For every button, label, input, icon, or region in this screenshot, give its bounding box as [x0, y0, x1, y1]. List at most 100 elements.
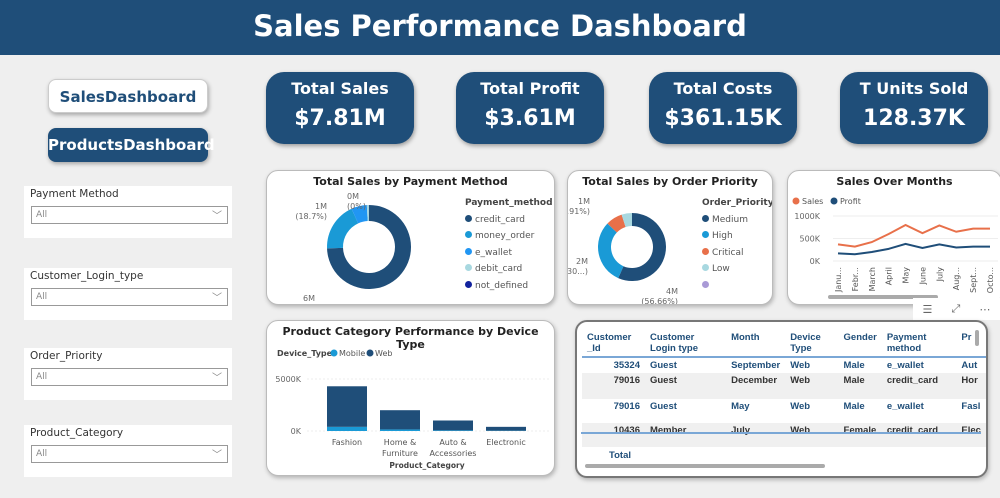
kpi-value: $7.81M: [294, 106, 386, 131]
divider: [581, 432, 981, 434]
product-category-device-chart[interactable]: Product Category Performance by Device T…: [266, 320, 555, 476]
order-priority-dropdown[interactable]: All ﹀: [31, 368, 228, 386]
payment-method-slicer: Payment Method All ﹀: [24, 186, 232, 238]
legend-item[interactable]: Critical: [702, 245, 772, 262]
legend-item[interactable]: [702, 278, 772, 295]
legend-item[interactable]: not_defined: [465, 278, 553, 295]
table-cell: Hor: [956, 373, 986, 399]
bar-chart: Device_Type Mobile Web 0K 5000K Fashion Home &…: [275, 349, 549, 470]
legend-item[interactable]: credit_card: [465, 212, 553, 229]
table-row[interactable]: 10436 Member July Web Female credit_card Elec: [582, 423, 986, 447]
dropdown-value: All: [36, 449, 48, 459]
legend-item[interactable]: Low: [702, 261, 772, 278]
table-row[interactable]: 79016 Guest May Web Male e_wallet Fasl: [582, 399, 986, 423]
donut-slice-debit_card: [366, 205, 369, 222]
x-tick-label: May: [902, 267, 911, 284]
x-tick-label: April: [885, 267, 894, 285]
sales-over-months-chart[interactable]: Sales Over Months Sales Profit 0K 500K 1000K…: [787, 170, 1000, 305]
column-header[interactable]: Pr: [956, 330, 986, 358]
more-options-icon[interactable]: ⋯: [979, 302, 991, 316]
chart-title: Product Category Performance by Device T…: [282, 325, 539, 351]
product-category-dropdown[interactable]: All ﹀: [31, 445, 228, 463]
legend-marker: [465, 264, 472, 271]
legend-title: Payment_method: [465, 198, 553, 208]
table-row[interactable]: 35324 Guest September Web Male e_wallet Aut: [582, 357, 986, 373]
customer-login-type-dropdown[interactable]: All ﹀: [31, 288, 228, 306]
legend-label: money_order: [475, 231, 535, 241]
product-category-slicer: Product_Category All ﹀: [24, 425, 232, 477]
legend-item[interactable]: Medium: [702, 212, 772, 229]
x-tick-label: Home &: [384, 438, 416, 447]
column-header[interactable]: Device Type: [785, 330, 839, 358]
legend-item[interactable]: e_wallet: [465, 245, 553, 262]
data-label: 1M: [315, 202, 327, 211]
kpi-units-sold: T Units Sold 128.37K: [840, 72, 988, 144]
slicer-label: Payment Method: [30, 188, 119, 200]
column-header[interactable]: Customer Login type: [644, 330, 727, 358]
kpi-total-sales: Total Sales $7.81M: [266, 72, 414, 144]
table-cell: Web: [790, 360, 811, 371]
column-header[interactable]: Gender: [838, 330, 882, 358]
products-dashboard-button[interactable]: ProductsDashboard: [48, 128, 215, 162]
kpi-title: Total Costs: [673, 79, 773, 98]
legend-marker: [330, 349, 338, 357]
legend-title: Order_Priority: [702, 198, 773, 208]
column-header[interactable]: Payment method: [881, 330, 957, 358]
kpi-title: T Units Sold: [859, 79, 969, 98]
kpi-title: Total Sales: [291, 79, 389, 98]
legend-label: debit_card: [475, 264, 523, 274]
chart-title: Total Sales by Payment Method: [313, 175, 508, 188]
y-tick-label: 1000K: [794, 212, 820, 221]
table-row[interactable]: 79016 Guest December Web Male credit_card Hor: [582, 373, 986, 399]
donut-slice-money_order: [327, 208, 359, 249]
table-cell: Guest: [649, 401, 677, 412]
horizontal-scrollbar[interactable]: [585, 464, 825, 468]
focus-mode-icon[interactable]: ⤢: [951, 302, 961, 315]
chevron-down-icon: ﹀: [212, 211, 222, 222]
legend-label: e_wallet: [475, 247, 512, 258]
table-cell: December: [726, 373, 786, 399]
customer-login-type-slicer: Customer_Login_type All ﹀: [24, 268, 232, 320]
legend-marker: [702, 214, 709, 222]
legend: Payment_method credit_card money_order e_w…: [465, 195, 553, 294]
table-cell: Female: [838, 423, 882, 447]
payment-method-dropdown[interactable]: All ﹀: [31, 206, 228, 224]
customer-details-table[interactable]: Customer _Id Customer Login type Month Devi…: [575, 320, 988, 478]
column-header[interactable]: Customer _Id: [582, 330, 645, 358]
donut-slice-credit_card: [327, 205, 411, 289]
kpi-value: 128.37K: [863, 106, 965, 131]
donut-slice-High: [598, 223, 624, 279]
filter-icon[interactable]: ☰: [922, 302, 933, 316]
data-label: (74.48%): [303, 304, 340, 305]
dropdown-value: All: [36, 372, 48, 382]
legend-label: High: [712, 231, 733, 241]
x-tick-label: March: [868, 267, 877, 291]
column-header[interactable]: Month: [726, 330, 786, 358]
horizontal-scrollbar: [828, 295, 938, 299]
legend-item[interactable]: money_order: [465, 228, 553, 245]
sales-dashboard-button[interactable]: SalesDashboard: [48, 79, 208, 113]
vertical-scrollbar[interactable]: [975, 330, 979, 346]
legend-marker: [465, 280, 472, 288]
table-cell: 35324: [613, 360, 640, 371]
legend-item[interactable]: debit_card: [465, 261, 553, 278]
donut-slice-Medium: [618, 213, 666, 281]
chart-title: Total Sales by Order Priority: [582, 175, 758, 188]
table-cell: Member: [644, 423, 727, 447]
bar-web: [380, 410, 420, 430]
table-cell: Male: [843, 360, 865, 371]
x-tick-label: Janu...: [834, 267, 843, 293]
sales-by-order-priority-chart[interactable]: Total Sales by Order Priority 4M (56.66%)…: [567, 170, 773, 305]
y-tick-label: 5000K: [275, 375, 301, 384]
sales-by-payment-method-chart[interactable]: Total Sales by Payment Method 6M(74.48%)…: [266, 170, 555, 305]
x-tick-label: Auto &: [439, 438, 466, 447]
table-cell: e_wallet: [886, 401, 924, 412]
legend-marker: [465, 247, 472, 255]
legend-item[interactable]: High: [702, 228, 772, 245]
legend-label: Low: [712, 264, 730, 274]
line-chart: Sales Profit 0K 500K 1000K Janu... Febr... Marc…: [792, 197, 998, 299]
legend-marker: [702, 280, 709, 288]
table-cell: September: [731, 360, 781, 371]
slicer-label: Order_Priority: [30, 350, 103, 362]
legend-label: Medium: [712, 214, 748, 225]
